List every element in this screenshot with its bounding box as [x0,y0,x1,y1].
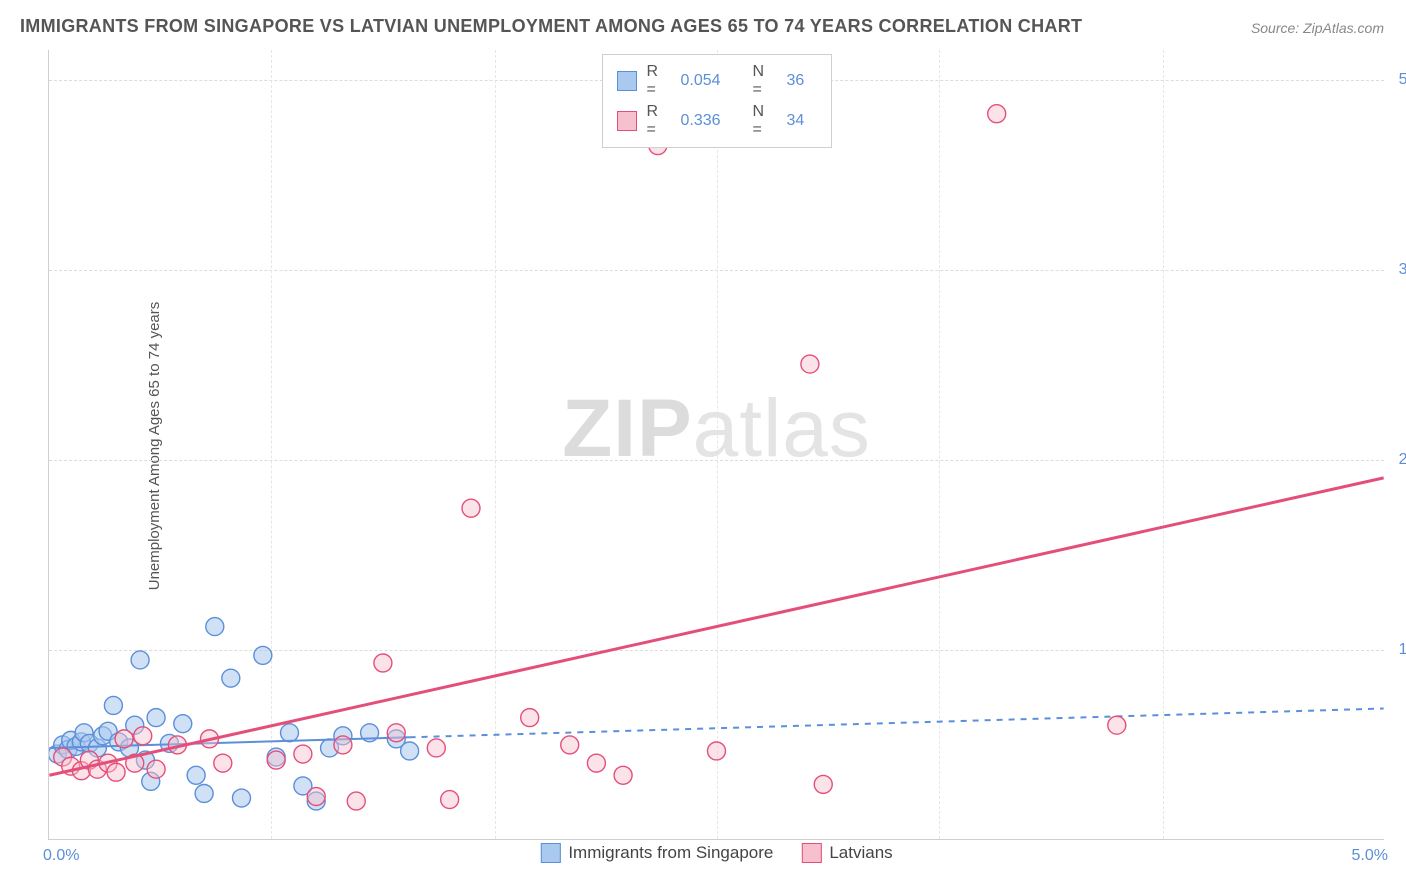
chart-title: IMMIGRANTS FROM SINGAPORE VS LATVIAN UNE… [20,16,1082,37]
n-value-singapore: 36 [787,72,817,90]
r-value-singapore: 0.054 [681,72,733,90]
data-point-latvians [521,709,539,727]
y-tick-label: 37.5% [1389,261,1406,279]
series-name-singapore: Immigrants from Singapore [568,843,773,863]
data-point-latvians [334,736,352,754]
data-point-latvians [107,763,125,781]
swatch-singapore [617,71,637,91]
source-label: Source: ZipAtlas.com [1251,20,1384,36]
data-point-latvians [462,499,480,517]
r-label: R = [647,63,671,99]
data-point-latvians [587,754,605,772]
data-point-singapore [147,709,165,727]
data-point-singapore [401,742,419,760]
plot-svg [49,50,1384,839]
n-value-latvians: 34 [787,112,817,130]
series-name-latvians: Latvians [829,843,892,863]
data-point-singapore [187,766,205,784]
trend-line-dashed-singapore [410,709,1384,738]
data-point-latvians [115,730,133,748]
swatch-singapore [540,843,560,863]
data-point-latvians [294,745,312,763]
data-point-latvians [814,775,832,793]
data-point-latvians [1108,716,1126,734]
data-point-latvians [147,760,165,778]
x-tick-zero: 0.0% [43,847,79,865]
y-tick-label: 12.5% [1389,641,1406,659]
data-point-latvians [307,788,325,806]
data-point-latvians [134,727,152,745]
x-tick-max: 5.0% [1352,847,1388,865]
data-point-latvians [347,792,365,810]
data-point-latvians [614,766,632,784]
data-point-singapore [195,784,213,802]
data-point-singapore [131,651,149,669]
data-point-latvians [267,751,285,769]
y-tick-label: 50.0% [1389,71,1406,89]
n-label: N = [753,103,777,139]
data-point-singapore [174,715,192,733]
legend-row-singapore: R = 0.054 N = 36 [617,61,817,101]
legend-item-singapore: Immigrants from Singapore [540,843,773,863]
data-point-latvians [708,742,726,760]
data-point-singapore [281,724,299,742]
y-tick-label: 25.0% [1389,451,1406,469]
trend-line-latvians [49,478,1383,775]
legend-row-latvians: R = 0.336 N = 34 [617,101,817,141]
legend-item-latvians: Latvians [801,843,892,863]
data-point-singapore [254,646,272,664]
data-point-singapore [222,669,240,687]
data-point-latvians [427,739,445,757]
r-value-latvians: 0.336 [681,112,733,130]
data-point-latvians [561,736,579,754]
data-point-latvians [441,791,459,809]
swatch-latvians [801,843,821,863]
correlation-legend: R = 0.054 N = 36 R = 0.336 N = 34 [602,54,832,148]
n-label: N = [753,63,777,99]
swatch-latvians [617,111,637,131]
plot-area: ZIPatlas R = 0.054 N = 36 R = 0.336 N = … [48,50,1384,840]
data-point-latvians [374,654,392,672]
data-point-singapore [104,696,122,714]
data-point-latvians [214,754,232,772]
data-point-latvians [387,724,405,742]
data-point-latvians [801,355,819,373]
data-point-latvians [988,105,1006,123]
data-point-singapore [206,618,224,636]
series-legend: Immigrants from Singapore Latvians [540,843,892,863]
r-label: R = [647,103,671,139]
data-point-singapore [232,789,250,807]
